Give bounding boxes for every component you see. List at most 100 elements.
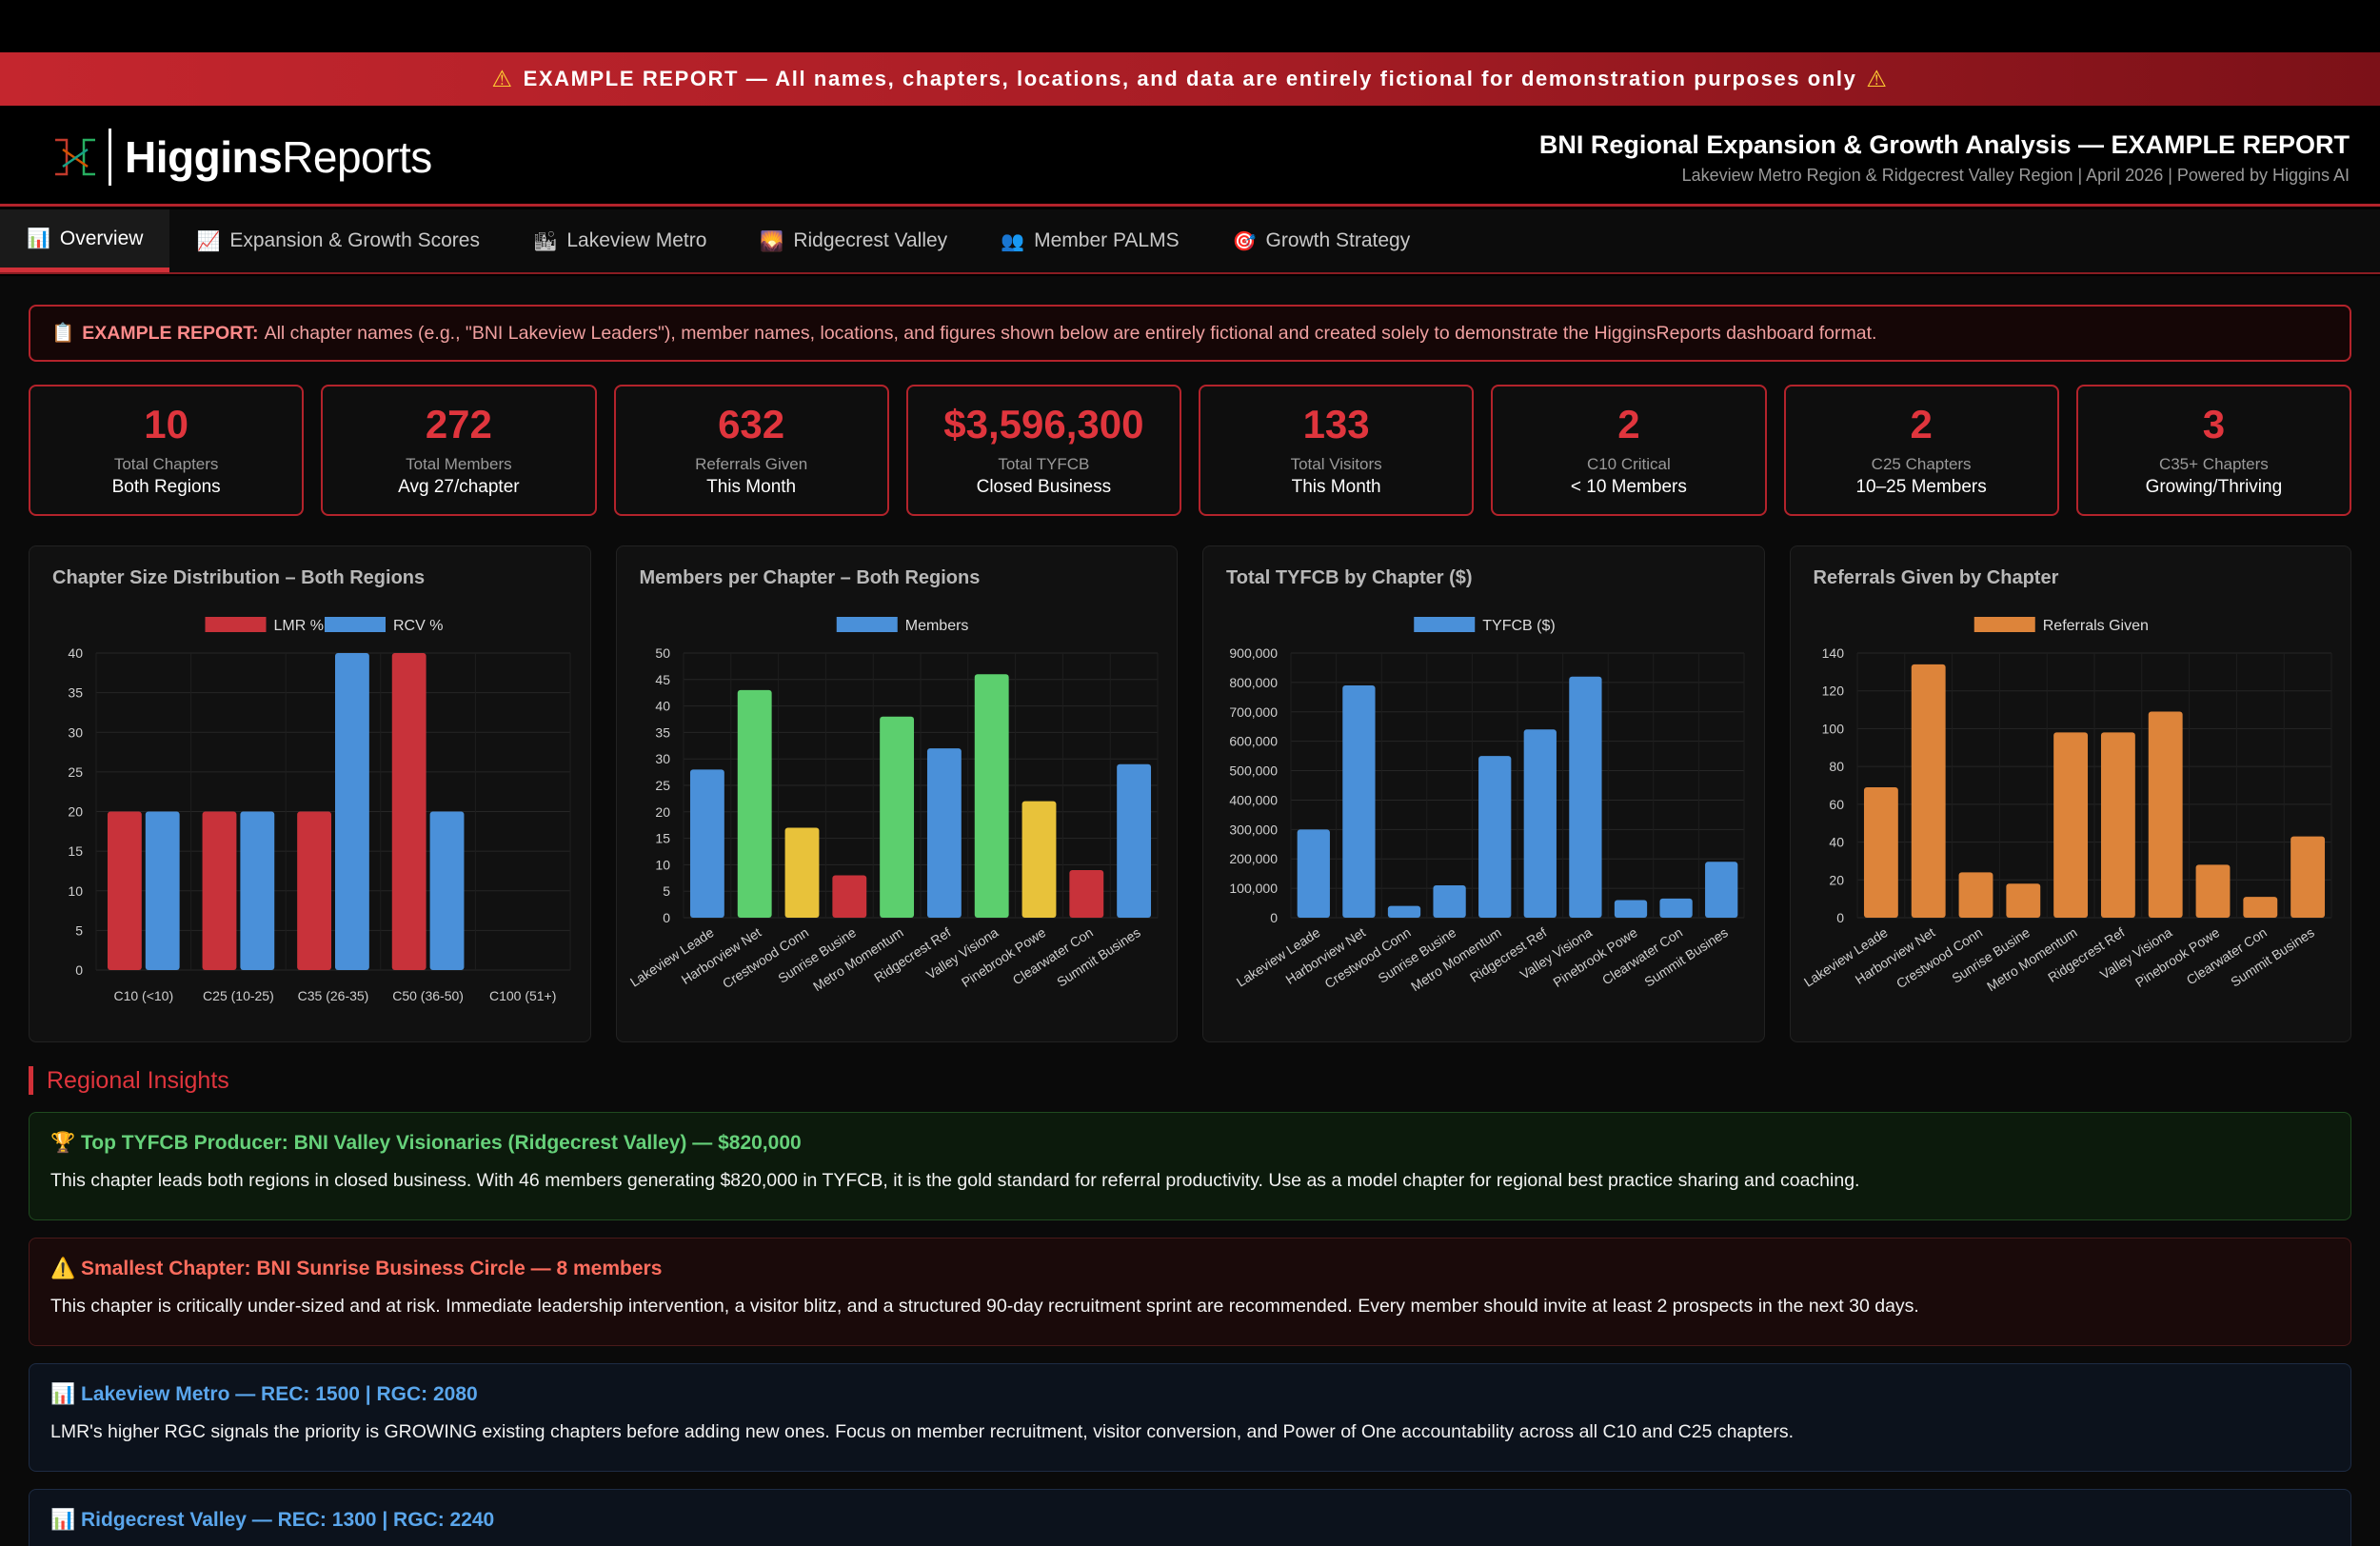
y-tick-label: 10 xyxy=(68,883,83,899)
kpi-value: 3 xyxy=(2202,402,2226,447)
bar xyxy=(1705,862,1738,918)
chart-members-per-chapter: Members 0 5 10 15 20 25 30 35 40 45 50 Lakeview Lead… xyxy=(615,545,1178,1042)
y-tick-label: 0 xyxy=(75,962,83,978)
kpi-value: 2 xyxy=(1910,402,1933,447)
y-tick-label: 300,000 xyxy=(1229,822,1278,837)
kpi-label: C35+ Chapters xyxy=(2158,454,2269,473)
y-tick-label: 600,000 xyxy=(1229,734,1278,749)
x-tick-label: Clearwater Con xyxy=(1009,924,1095,987)
legend-label: LMR % xyxy=(274,618,324,634)
target-icon: 🎯 xyxy=(1232,230,1257,252)
notice-label: EXAMPLE REPORT: xyxy=(82,322,259,344)
kpi-label: Total Visitors xyxy=(1290,454,1382,473)
y-tick-label: 5 xyxy=(663,883,670,899)
report-subtitle: Lakeview Metro Region & Ridgecrest Valle… xyxy=(1681,166,2350,185)
kpi-value: 10 xyxy=(144,402,188,447)
trend-chart-icon: 📈 xyxy=(196,230,221,252)
kpi-c25-chapters: 2 C25 Chapters 10–25 Members xyxy=(1783,385,2059,516)
city-icon: 🏙 xyxy=(532,230,558,252)
bar xyxy=(1958,872,1993,918)
legend-swatch xyxy=(1414,617,1476,632)
logo-separator xyxy=(109,129,111,186)
clipboard-icon: 📋 xyxy=(51,323,75,344)
regional-insights-heading: Regional Insights xyxy=(29,1066,229,1095)
legend-label: RCV % xyxy=(393,618,443,634)
bar xyxy=(391,653,426,970)
y-tick-label: 40 xyxy=(1829,835,1844,850)
tab-growth-strategy[interactable]: 🎯 Growth Strategy xyxy=(1232,229,1411,252)
logo[interactable]: HigginsReports xyxy=(51,127,432,188)
bar xyxy=(240,811,275,970)
kpi-sublabel: Both Regions xyxy=(111,476,221,497)
bar xyxy=(926,748,962,918)
y-tick-label: 800,000 xyxy=(1229,675,1278,690)
legend-swatch xyxy=(836,617,898,632)
example-warning-banner: ⚠ EXAMPLE REPORT — All names, chapters, … xyxy=(0,52,2380,106)
legend-swatch xyxy=(205,617,267,632)
y-tick-label: 900,000 xyxy=(1229,645,1278,661)
legend-swatch xyxy=(325,617,386,632)
bar xyxy=(335,653,369,970)
kpi-value: 2 xyxy=(1617,402,1640,447)
banner-text: EXAMPLE REPORT — All names, chapters, lo… xyxy=(523,67,1857,90)
overview-content: 📋 EXAMPLE REPORT: All chapter names (e.g… xyxy=(0,276,2380,1546)
kpi-sublabel: Growing/Thriving xyxy=(2145,476,2283,497)
kpi-label: C10 Critical xyxy=(1586,454,1671,473)
tab-ridgecrest-valley[interactable]: 🌄 Ridgecrest Valley xyxy=(760,229,948,252)
y-tick-label: 700,000 xyxy=(1229,704,1278,720)
bar xyxy=(1569,676,1602,918)
y-tick-label: 30 xyxy=(68,724,83,740)
bar xyxy=(2148,711,2183,918)
insight-title: 📊 Lakeview Metro — REC: 1500 | RGC: 2080 xyxy=(50,1383,478,1405)
insight-body: LMR's higher RGC signals the priority is… xyxy=(50,1421,1795,1442)
chart-row: LMR % RCV % 0 5 10 15 20 25 30 35 40 C10 (<10) C25 (… xyxy=(29,545,2351,1042)
bar xyxy=(429,811,465,970)
kpi-total-chapters: 10 Total Chapters Both Regions xyxy=(29,385,305,516)
x-tick-label: C50 (36-50) xyxy=(392,988,464,1003)
bar xyxy=(1021,801,1056,918)
tab-bar: 📊 Overview 📈 Expansion & Growth Scores 🏙 La… xyxy=(0,209,2380,274)
logo-text: HigginsReports xyxy=(125,132,432,182)
tab-member-palms[interactable]: 👥 Member PALMS xyxy=(1001,229,1180,252)
kpi-label: Total TYFCB xyxy=(998,454,1090,473)
tab-overview[interactable]: 📊 Overview xyxy=(0,209,170,272)
y-tick-label: 60 xyxy=(1829,797,1844,812)
y-tick-label: 20 xyxy=(1829,872,1844,887)
insight-title: 📊 Ridgecrest Valley — REC: 1300 | RGC: 2… xyxy=(50,1509,495,1531)
people-icon: 👥 xyxy=(1001,230,1025,252)
tab-lakeview-metro[interactable]: 🏙 Lakeview Metro xyxy=(532,229,707,252)
bar xyxy=(2053,732,2088,918)
tab-expansion-growth-scores[interactable]: 📈 Expansion & Growth Scores xyxy=(196,229,480,252)
kpi-value: 133 xyxy=(1302,402,1370,447)
example-notice: 📋 EXAMPLE REPORT: All chapter names (e.g… xyxy=(29,305,2351,362)
y-tick-label: 500,000 xyxy=(1229,763,1278,779)
chart-referrals-by-chapter: Referrals Given 0 20 40 60 80 100 120 140 Lakevie… xyxy=(1789,545,2351,1042)
y-tick-label: 80 xyxy=(1829,759,1844,774)
kpi-total-tyfcb: $3,596,300 Total TYFCB Closed Business xyxy=(905,385,1181,516)
chart-chapter-size-distribution: LMR % RCV % 0 5 10 15 20 25 30 35 40 C10 (<10) C25 (… xyxy=(29,545,591,1042)
report-title: BNI Regional Expansion & Growth Analysis… xyxy=(1538,130,2350,159)
y-tick-label: 40 xyxy=(655,699,670,714)
x-tick-label: C25 (10-25) xyxy=(203,988,274,1003)
bar xyxy=(1116,763,1151,918)
logo-mark-icon xyxy=(55,138,95,176)
warning-icon: ⚠ xyxy=(491,66,514,92)
bar xyxy=(145,811,180,970)
notice-text: All chapter names (e.g., "BNI Lakeview L… xyxy=(264,322,1877,344)
kpi-row: 10 Total Chapters Both Regions 272 Total… xyxy=(29,385,2351,516)
x-tick-label: Ridgecrest Ref xyxy=(1467,924,1549,985)
y-tick-label: 100,000 xyxy=(1229,881,1278,896)
kpi-total-visitors: 133 Total Visitors This Month xyxy=(1199,385,1475,516)
y-tick-label: 10 xyxy=(655,857,670,872)
chart-canvas: Referrals Given 0 20 40 60 80 100 120 140 Lakevie… xyxy=(1800,617,2331,994)
y-tick-label: 15 xyxy=(68,843,83,859)
y-tick-label: 140 xyxy=(1821,645,1844,661)
y-tick-label: 25 xyxy=(655,778,670,793)
kpi-sublabel: Avg 27/chapter xyxy=(398,476,520,497)
chart-title: Referrals Given by Chapter xyxy=(1813,567,2059,588)
y-tick-label: 40 xyxy=(68,645,83,661)
y-tick-label: 35 xyxy=(68,685,83,701)
chart-canvas: LMR % RCV % 0 5 10 15 20 25 30 35 40 C10 (<10) C25 (… xyxy=(68,617,571,1003)
bar xyxy=(784,827,819,918)
y-tick-label: 120 xyxy=(1821,684,1844,699)
